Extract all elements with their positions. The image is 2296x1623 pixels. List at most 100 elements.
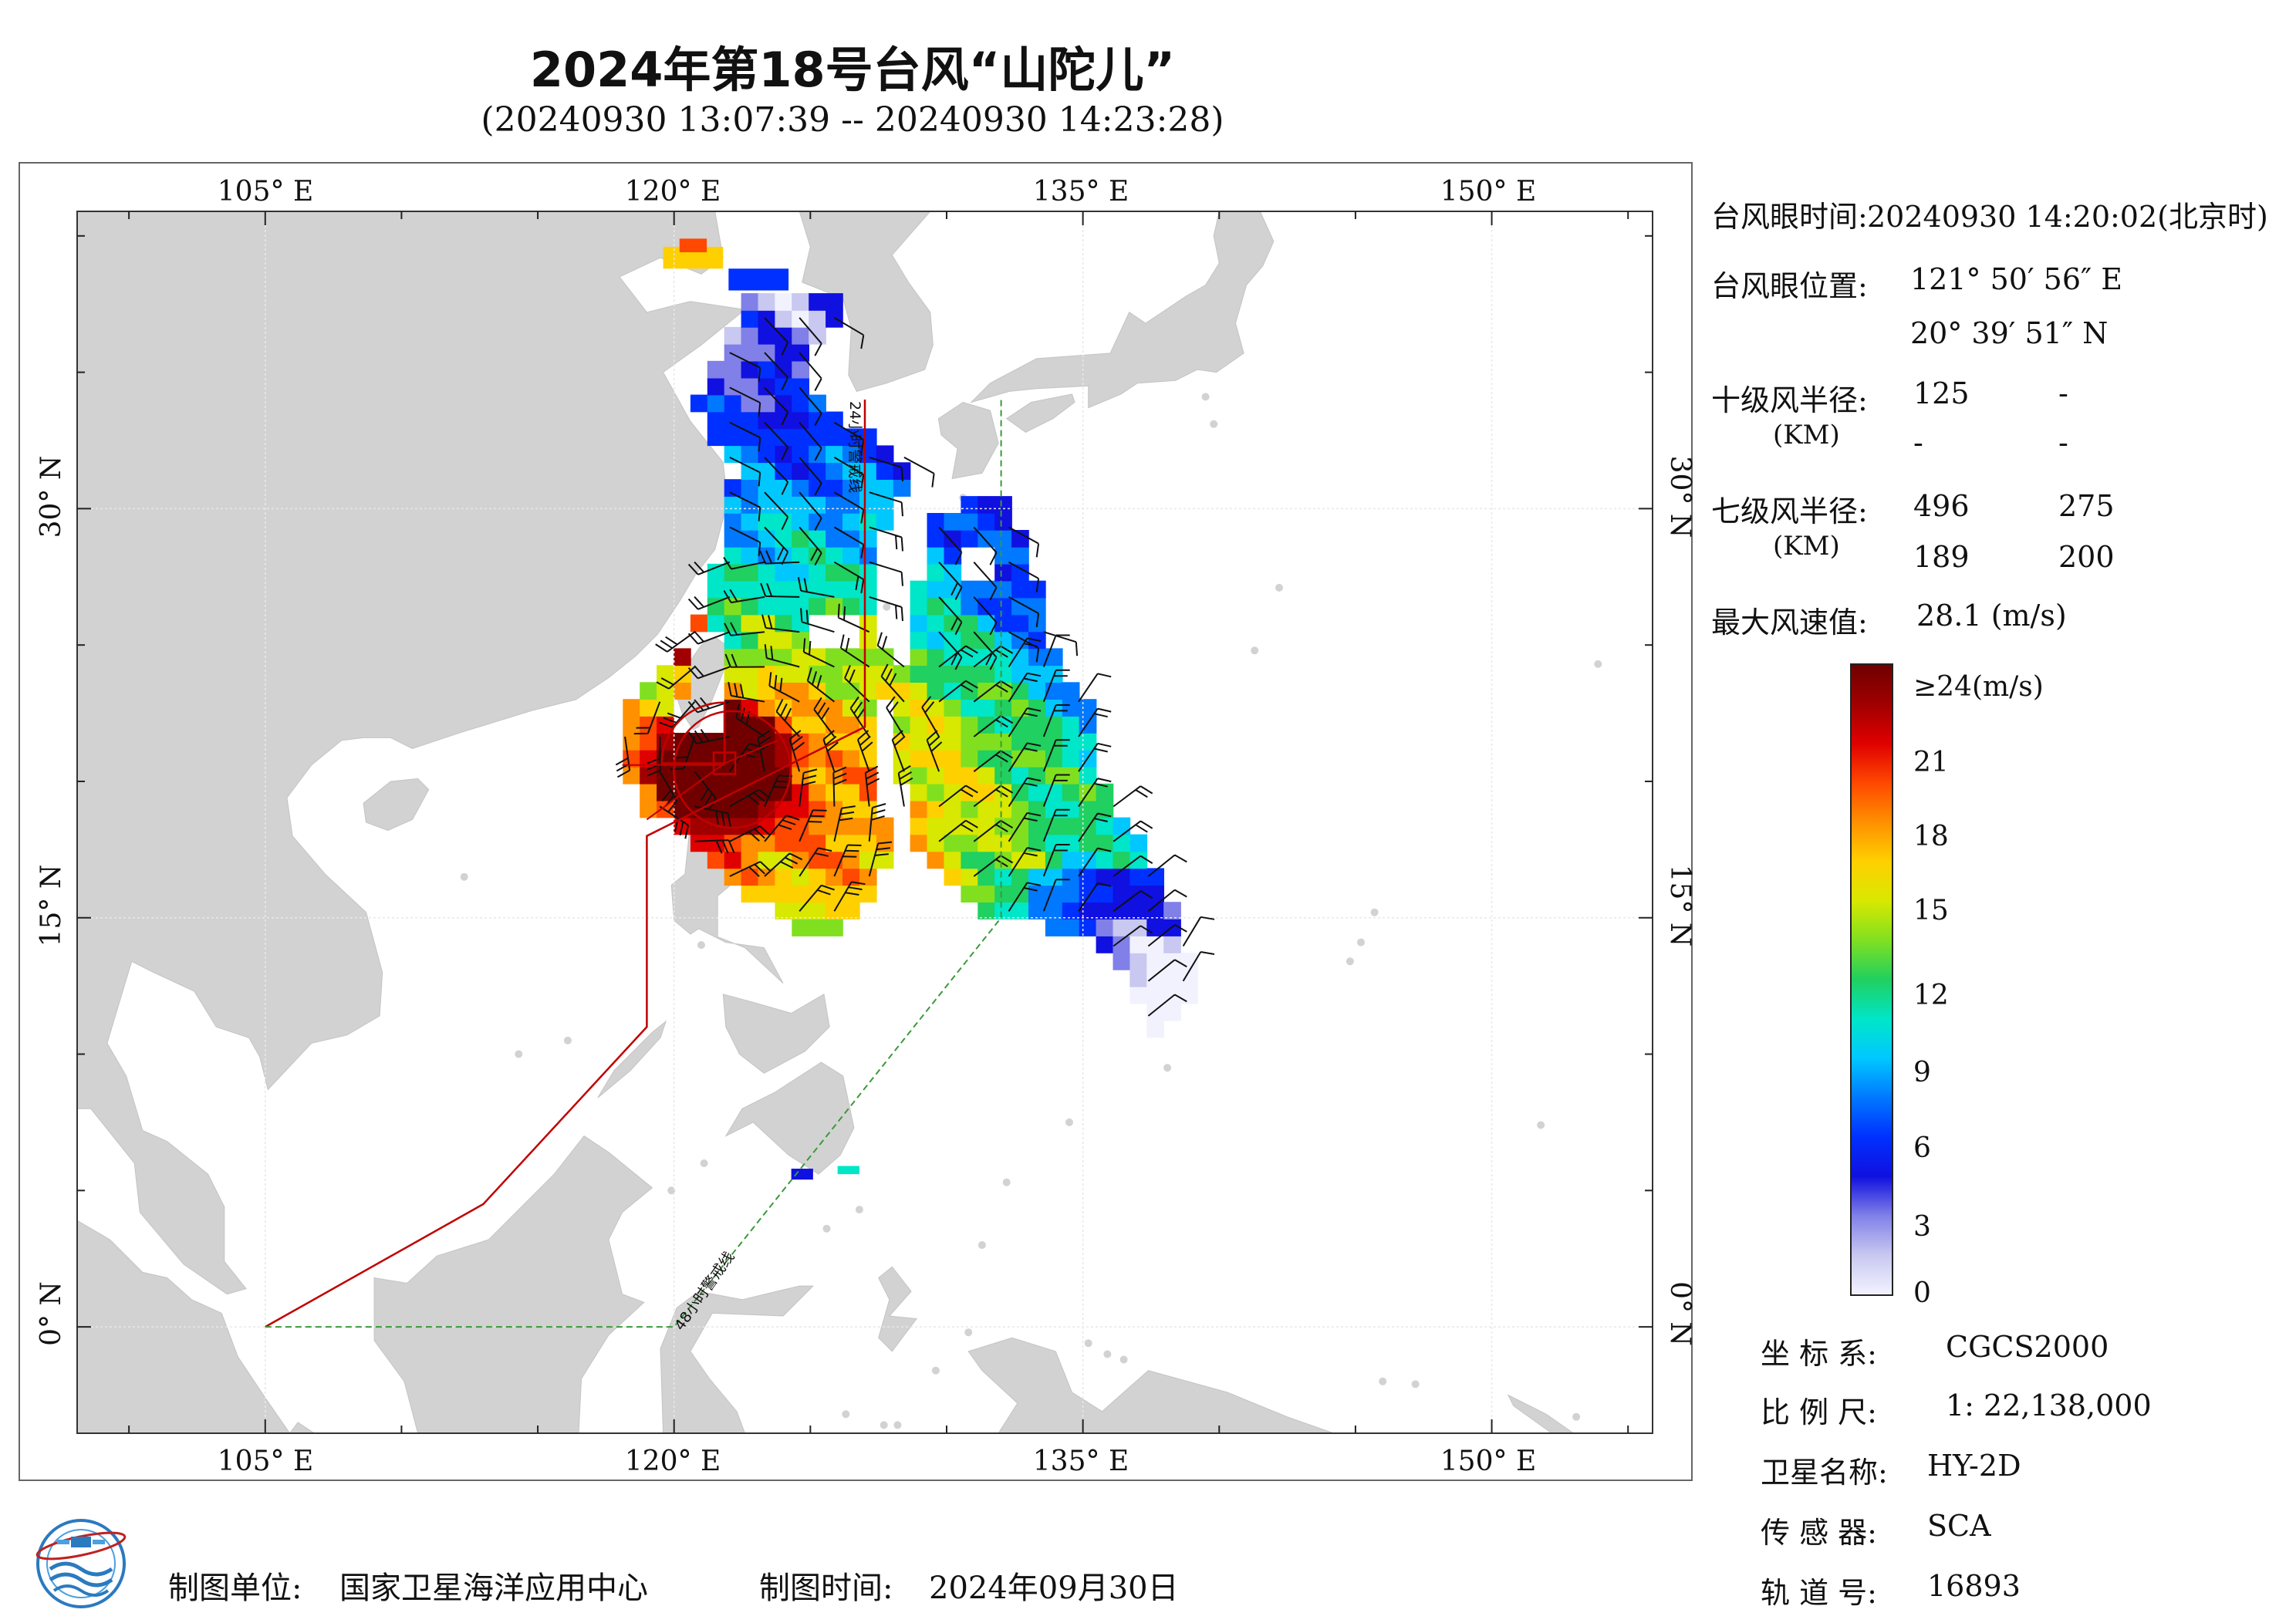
warning-line-24h-label: 24小时警戒线 <box>846 401 863 493</box>
small-island <box>1594 660 1602 668</box>
land-hokkaido <box>1219 162 1372 201</box>
left-lat-label: 30° N <box>35 456 67 538</box>
wind-barbs <box>615 317 1215 1017</box>
plot-border <box>76 211 1653 1434</box>
top-lon-label: 105° E <box>218 176 313 208</box>
land-kyushu <box>937 401 999 480</box>
small-island <box>1065 1118 1073 1126</box>
axis-labels: 105° E 120° E 135° E 150° E 105° E 120° … <box>35 176 1693 1477</box>
coord-system-label: 坐 标 系: <box>1761 1337 1877 1371</box>
small-island <box>460 872 468 881</box>
axis-ticks <box>77 211 1653 1433</box>
r7-value: 275 <box>2058 489 2115 523</box>
map-title: 2024年第18号台风“山陀儿” <box>529 42 1176 98</box>
small-island <box>1084 1339 1092 1348</box>
small-island <box>795 1031 804 1039</box>
left-lat-label: 15° N <box>35 865 67 947</box>
small-island <box>1201 393 1210 401</box>
small-island <box>1537 1121 1545 1129</box>
right-lat-label: 0° N <box>1664 1281 1693 1346</box>
scale-value: 1: 22,138,000 <box>1946 1388 2152 1422</box>
eye-latitude: 20° 39′ 51″ N <box>1910 316 2109 350</box>
small-island <box>1025 1429 1032 1433</box>
max-wind-value: 28.1 (m/s) <box>1916 599 2067 633</box>
map-date-value: 2024年09月30日 <box>929 1571 1179 1606</box>
wind-patch <box>728 268 789 291</box>
small-island <box>1346 957 1354 966</box>
colorbar-label: 6 <box>1913 1132 1931 1164</box>
satellite-label: 卫星名称: <box>1761 1456 1888 1490</box>
eye-time-value: 20240930 14:20:02(北京时) <box>1867 200 2268 234</box>
map-frame <box>19 162 1693 1481</box>
r7-radius-e <box>724 740 778 764</box>
land-hainan <box>363 778 430 832</box>
r10-value: - <box>1913 426 1923 460</box>
small-island <box>1251 646 1259 655</box>
small-island <box>515 1050 523 1058</box>
bottom-lon-label: 135° E <box>1033 1446 1129 1477</box>
small-island <box>700 1159 708 1167</box>
colorbar-label: ≥24(m/s) <box>1913 671 2044 703</box>
map-maker-value: 国家卫星海洋应用中心 <box>339 1571 648 1606</box>
map-subtitle: (20240930 13:07:39 -- 20240930 14:23:28) <box>481 100 1224 140</box>
small-island <box>1370 908 1379 916</box>
small-island <box>977 1241 986 1249</box>
max-wind-label: 最大风速值: <box>1711 606 1868 639</box>
scale-label: 比 例 尺: <box>1761 1395 1877 1429</box>
top-lon-label: 135° E <box>1033 176 1129 208</box>
small-island <box>855 1206 863 1214</box>
r7-unit: (KM) <box>1773 531 1840 562</box>
land-sulawesi <box>660 1285 815 1433</box>
top-lon-label: 120° E <box>625 176 721 208</box>
land-honshu <box>970 211 1275 409</box>
warning-lines <box>265 400 1002 1328</box>
land-sumatra <box>77 1220 291 1433</box>
bottom-lon-label: 150° E <box>1440 1446 1536 1477</box>
small-island <box>880 1421 888 1429</box>
r10-value: - <box>2058 426 2068 460</box>
wind-speed-layer <box>623 238 1198 1180</box>
coord-system-value: CGCS2000 <box>1946 1330 2109 1364</box>
colorbar-label: 18 <box>1913 821 1949 852</box>
r7-sector-nw <box>660 701 726 764</box>
nsoas-logo-icon <box>35 1519 127 1608</box>
small-island <box>1002 1178 1011 1186</box>
r10-circle <box>673 710 792 829</box>
eye-time-label: 台风眼时间: <box>1711 200 1868 234</box>
warning-line-48h <box>265 400 1002 1328</box>
small-island <box>1163 1064 1172 1072</box>
left-lat-label: 0° N <box>35 1281 67 1346</box>
map-maker-label: 制图单位: <box>168 1571 302 1606</box>
small-island <box>964 1328 973 1337</box>
small-island <box>1210 420 1218 428</box>
small-island <box>667 1186 676 1195</box>
small-island <box>776 1041 785 1050</box>
r7-value: 189 <box>1913 540 1970 574</box>
sensor-label: 传 感 器: <box>1761 1516 1877 1550</box>
map-date-label: 制图时间: <box>759 1571 893 1606</box>
colorbar-label: 9 <box>1913 1057 1931 1088</box>
r10-label: 十级风半径: <box>1711 383 1868 417</box>
r7-label: 七级风半径: <box>1711 494 1868 528</box>
small-island <box>842 1410 850 1419</box>
small-island <box>697 941 705 950</box>
small-island <box>1357 938 1365 946</box>
r10-unit: (KM) <box>1773 420 1840 450</box>
wind-field-map[interactable]: 105° E 120° E 135° E 150° E 105° E 120° … <box>19 162 1693 1481</box>
small-island <box>1379 1377 1387 1385</box>
right-lat-label: 15° N <box>1664 865 1693 947</box>
land-new-ireland <box>1507 1394 1575 1433</box>
satellite-value: HY-2D <box>1927 1449 2021 1483</box>
eye-position-label: 台风眼位置: <box>1711 269 1868 303</box>
colorbar-label: 21 <box>1913 747 1949 778</box>
wind-patch <box>679 238 707 253</box>
land-shikoku <box>1005 393 1075 433</box>
colorbar-label: 15 <box>1913 895 1949 926</box>
small-island <box>1103 1350 1112 1358</box>
warning-line-24h <box>265 400 866 1328</box>
top-lon-label: 150° E <box>1440 176 1536 208</box>
small-island <box>1572 1412 1581 1421</box>
land-palawan <box>597 1020 667 1098</box>
land-asia-mainland <box>77 211 746 1295</box>
r10-value: - <box>2058 376 2068 410</box>
